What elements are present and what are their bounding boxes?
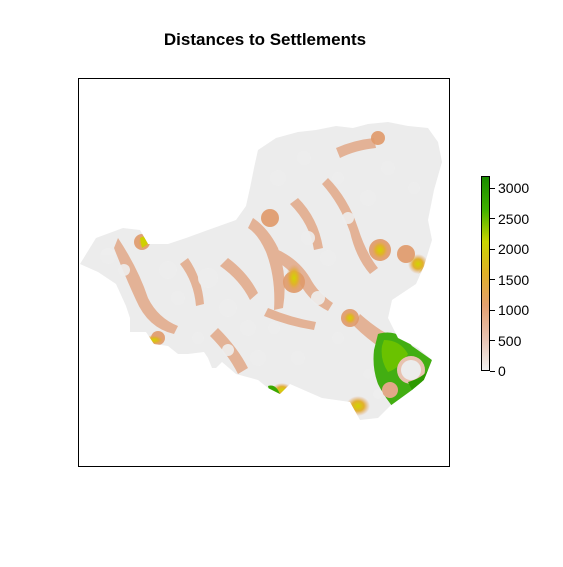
legend-tick-label: 1000 [498,302,530,319]
map-title: Distances to Settlements [163,30,367,49]
distance-zones [114,131,432,416]
legend-tick-label: 3000 [498,180,530,197]
legend-tick-mark [490,187,495,189]
legend-tick-label: 500 [498,332,522,349]
legend-tick-mark [490,248,495,250]
legend-color-bar [481,176,490,371]
land-area [80,122,442,420]
legend-tick-mark [490,340,495,342]
legend-tick-mark [490,218,495,220]
legend-tick-mark [490,279,495,281]
legend-tick-mark [490,370,495,372]
legend-tick-mark [490,309,495,311]
legend-tick-label: 1500 [498,271,530,288]
legend-tick-label: 2000 [498,241,530,258]
legend-tick-label: 2500 [498,210,530,227]
legend-tick-label: 0 [498,363,506,379]
distance-raster-map [80,122,442,420]
